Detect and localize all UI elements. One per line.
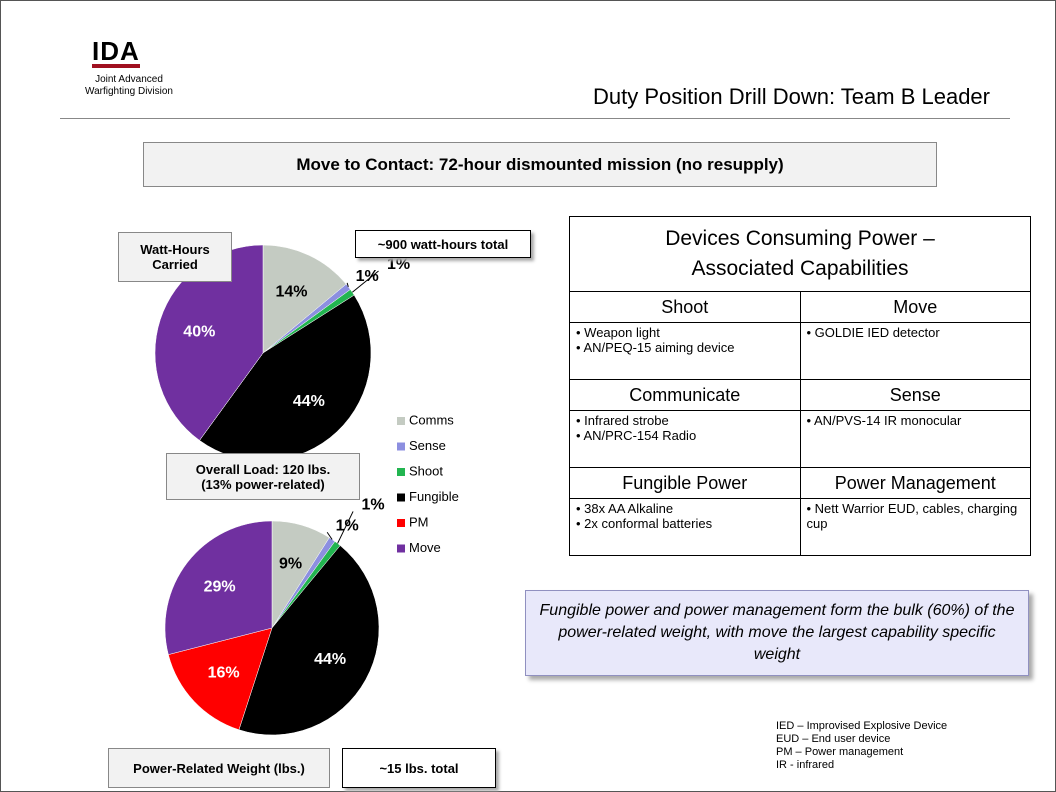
header-row: Shoot Move: [569, 291, 1031, 323]
cell: Weapon lightAN/PEQ-15 aiming device: [569, 322, 801, 380]
legend-swatch: [397, 442, 405, 451]
data-label: 40%: [183, 324, 215, 341]
abbreviation: IED – Improvised Explosive Device: [776, 720, 948, 732]
cell: AN/PVS-14 IR monocular: [799, 410, 1031, 468]
item: Infrared strobe: [576, 413, 794, 428]
data-label: 44%: [314, 651, 346, 668]
pie-slice: [164, 520, 273, 655]
logo: IDA: [92, 36, 140, 68]
leader-line: [346, 282, 349, 287]
item: Weapon light: [576, 325, 794, 340]
item: 2x conformal batteries: [576, 516, 794, 531]
overall-line: Overall Load: 120 lbs.: [195, 461, 331, 477]
pie-slice: [262, 244, 347, 354]
legend-swatch: [397, 519, 405, 527]
annotation: ~900 watt-hours total: [355, 230, 531, 258]
cell: Infrared strobeAN/PRC-154 Radio: [569, 410, 801, 468]
data-label: 1%: [362, 497, 385, 514]
org-line: Warfighting Division: [85, 86, 173, 97]
cell-header: Move: [799, 291, 1031, 323]
leader-line: [337, 511, 354, 544]
annotation: ~15 lbs. total: [342, 748, 496, 788]
data-label: 1%: [387, 256, 410, 273]
title-line: Associated Capabilities: [691, 257, 909, 280]
cell-header: Shoot: [569, 291, 801, 323]
cell-header: Sense: [799, 379, 1031, 411]
item-row: Infrared strobeAN/PRC-154 Radio AN/PVS-14…: [569, 410, 1031, 468]
data-label: 9%: [279, 556, 302, 573]
cell: 38x AA Alkaline2x conformal batteries: [569, 498, 801, 556]
legend-label: PM: [409, 514, 429, 529]
cell-header: Fungible Power: [569, 467, 801, 499]
data-label: 14%: [275, 284, 307, 301]
abbreviations: IED – Improvised Explosive Device EUD – E…: [776, 720, 947, 772]
abbreviation: IR - infrared: [776, 759, 835, 771]
title-line: Devices Consuming Power –: [665, 227, 935, 250]
legend-label: Sense: [409, 438, 446, 453]
mission: Move to Contact: 72-hour dismounted miss…: [143, 142, 937, 187]
legend-label: Shoot: [409, 463, 443, 478]
cell: GOLDIE IED detector: [799, 322, 1031, 380]
leader-line: [352, 270, 379, 293]
item: AN/PEQ-15 aiming device: [576, 340, 794, 355]
legend-swatch: [397, 493, 405, 502]
org-line: Joint Advanced: [95, 74, 163, 85]
legend-label: Comms: [409, 412, 454, 427]
pie-title: Power-Related Weight (lbs.): [108, 748, 330, 788]
legend-label: Fungible: [409, 489, 459, 504]
overall-line: (13% power-related): [201, 476, 325, 492]
cell-header: Communicate: [569, 379, 801, 411]
callout: Fungible power and power management form…: [525, 590, 1029, 676]
header-row: Fungible Power Power Management: [569, 467, 1031, 499]
overall-load: Overall Load: 120 lbs. (13% power-relate…: [166, 453, 360, 500]
item: GOLDIE IED detector: [807, 325, 1025, 340]
item-row: Weapon lightAN/PEQ-15 aiming device GOLDI…: [569, 322, 1031, 380]
rule: [60, 118, 1010, 119]
abbreviation: PM – Power management: [776, 746, 904, 758]
pie-slice: [168, 627, 273, 731]
data-label: 1%: [356, 268, 379, 285]
leader-line: [326, 531, 333, 540]
abbreviation: EUD – End user device: [776, 733, 891, 745]
legend-swatch: [397, 544, 405, 553]
item: Nett Warrior EUD, cables, charging cup: [807, 501, 1025, 531]
item: AN/PVS-14 IR monocular: [807, 413, 1025, 428]
item: 38x AA Alkaline: [576, 501, 794, 516]
legend-label: Move: [409, 540, 441, 555]
org: Joint Advanced Warfighting Division: [74, 74, 184, 98]
data-label: 16%: [208, 665, 240, 682]
header-row: Communicate Sense: [569, 379, 1031, 411]
slide-title: Duty Position Drill Down: Team B Leader: [593, 84, 990, 109]
table-title: Devices Consuming Power – Associated Capa…: [569, 216, 1031, 292]
pie-title: Watt-Hours Carried: [118, 232, 232, 282]
data-label: 1%: [336, 517, 359, 534]
pie-slice: [238, 545, 380, 736]
device-table: Devices Consuming Power – Associated Capa…: [569, 216, 1031, 556]
cell: Nett Warrior EUD, cables, charging cup: [799, 498, 1031, 556]
item: AN/PRC-154 Radio: [576, 428, 794, 443]
data-label: 44%: [293, 393, 325, 410]
legend-swatch: [397, 468, 405, 476]
item-row: 38x AA Alkaline2x conformal batteriesNet…: [569, 498, 1031, 556]
cell-header: Power Management: [799, 467, 1031, 499]
data-label: 29%: [204, 579, 236, 596]
legend-swatch: [397, 417, 405, 425]
